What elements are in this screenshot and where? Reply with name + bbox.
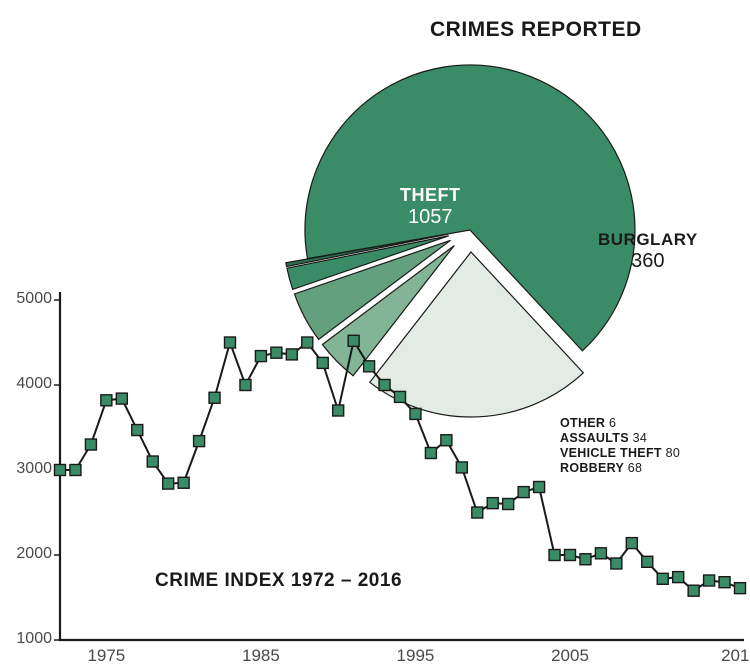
x-tick-label: 1995 (391, 646, 439, 666)
data-point (534, 482, 545, 493)
data-point (194, 436, 205, 447)
data-point (719, 577, 730, 588)
y-tick-label: 2000 (8, 545, 52, 563)
x-tick-label: 1985 (237, 646, 285, 666)
data-point (178, 477, 189, 488)
x-tick-label: 1975 (82, 646, 130, 666)
data-point (209, 392, 220, 403)
data-point (379, 380, 390, 391)
data-point (132, 425, 143, 436)
y-tick-label: 1000 (8, 630, 52, 648)
data-point (55, 465, 66, 476)
data-point (348, 335, 359, 346)
data-point (85, 439, 96, 450)
data-point (456, 462, 467, 473)
data-point (317, 357, 328, 368)
crime-index-line (60, 341, 740, 591)
data-point (395, 391, 406, 402)
data-point (286, 349, 297, 360)
data-point (116, 393, 127, 404)
data-point (441, 435, 452, 446)
data-point (101, 395, 112, 406)
data-point (333, 405, 344, 416)
data-point (503, 499, 514, 510)
data-point (626, 538, 637, 549)
data-point (364, 361, 375, 372)
data-point (565, 550, 576, 561)
line-chart-title: CRIME INDEX 1972 – 2016 (155, 570, 402, 592)
data-point (611, 558, 622, 569)
data-point (657, 573, 668, 584)
data-point (580, 554, 591, 565)
data-point (704, 575, 715, 586)
y-tick-label: 4000 (8, 375, 52, 393)
x-tick-label: 2016 (716, 646, 750, 666)
line-chart (0, 0, 750, 662)
y-tick-label: 3000 (8, 460, 52, 478)
data-point (70, 465, 81, 476)
data-point (487, 498, 498, 509)
data-point (549, 550, 560, 561)
x-tick-label: 2005 (546, 646, 594, 666)
data-point (255, 351, 266, 362)
y-tick-label: 5000 (8, 290, 52, 308)
data-point (472, 507, 483, 518)
data-point (673, 572, 684, 583)
data-point (595, 548, 606, 559)
data-point (163, 478, 174, 489)
data-point (518, 487, 529, 498)
data-point (410, 408, 421, 419)
data-point (240, 380, 251, 391)
data-point (271, 347, 282, 358)
data-point (225, 337, 236, 348)
data-point (147, 456, 158, 467)
data-point (688, 585, 699, 596)
data-point (302, 337, 313, 348)
data-point (642, 556, 653, 567)
data-point (425, 448, 436, 459)
data-point (735, 583, 746, 594)
